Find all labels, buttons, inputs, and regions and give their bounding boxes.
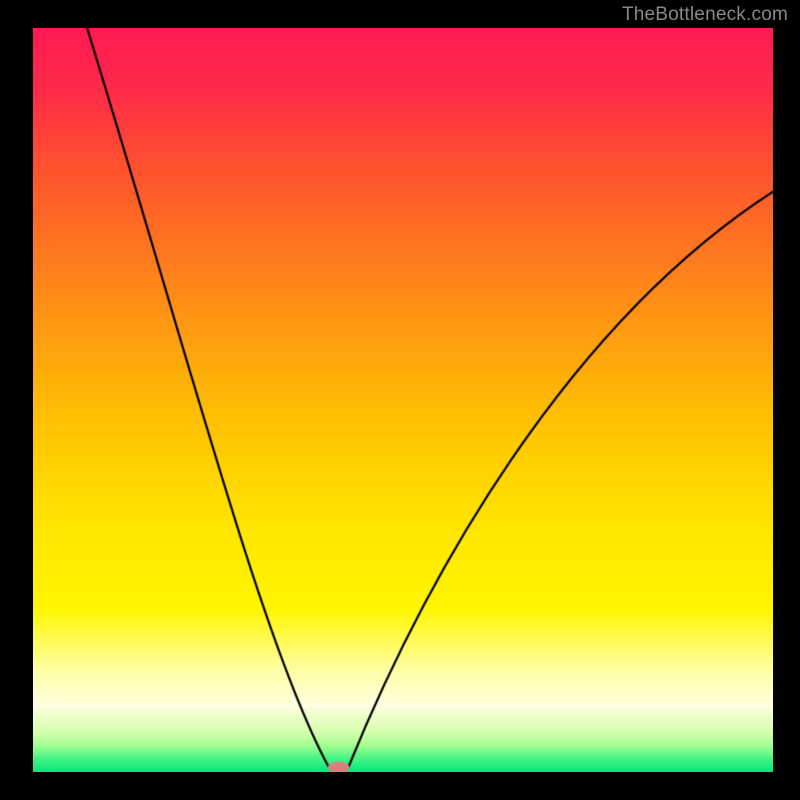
watermark-text: TheBottleneck.com — [622, 4, 788, 26]
chart-curve-layer — [33, 28, 773, 772]
chart-plot-area — [33, 28, 773, 772]
